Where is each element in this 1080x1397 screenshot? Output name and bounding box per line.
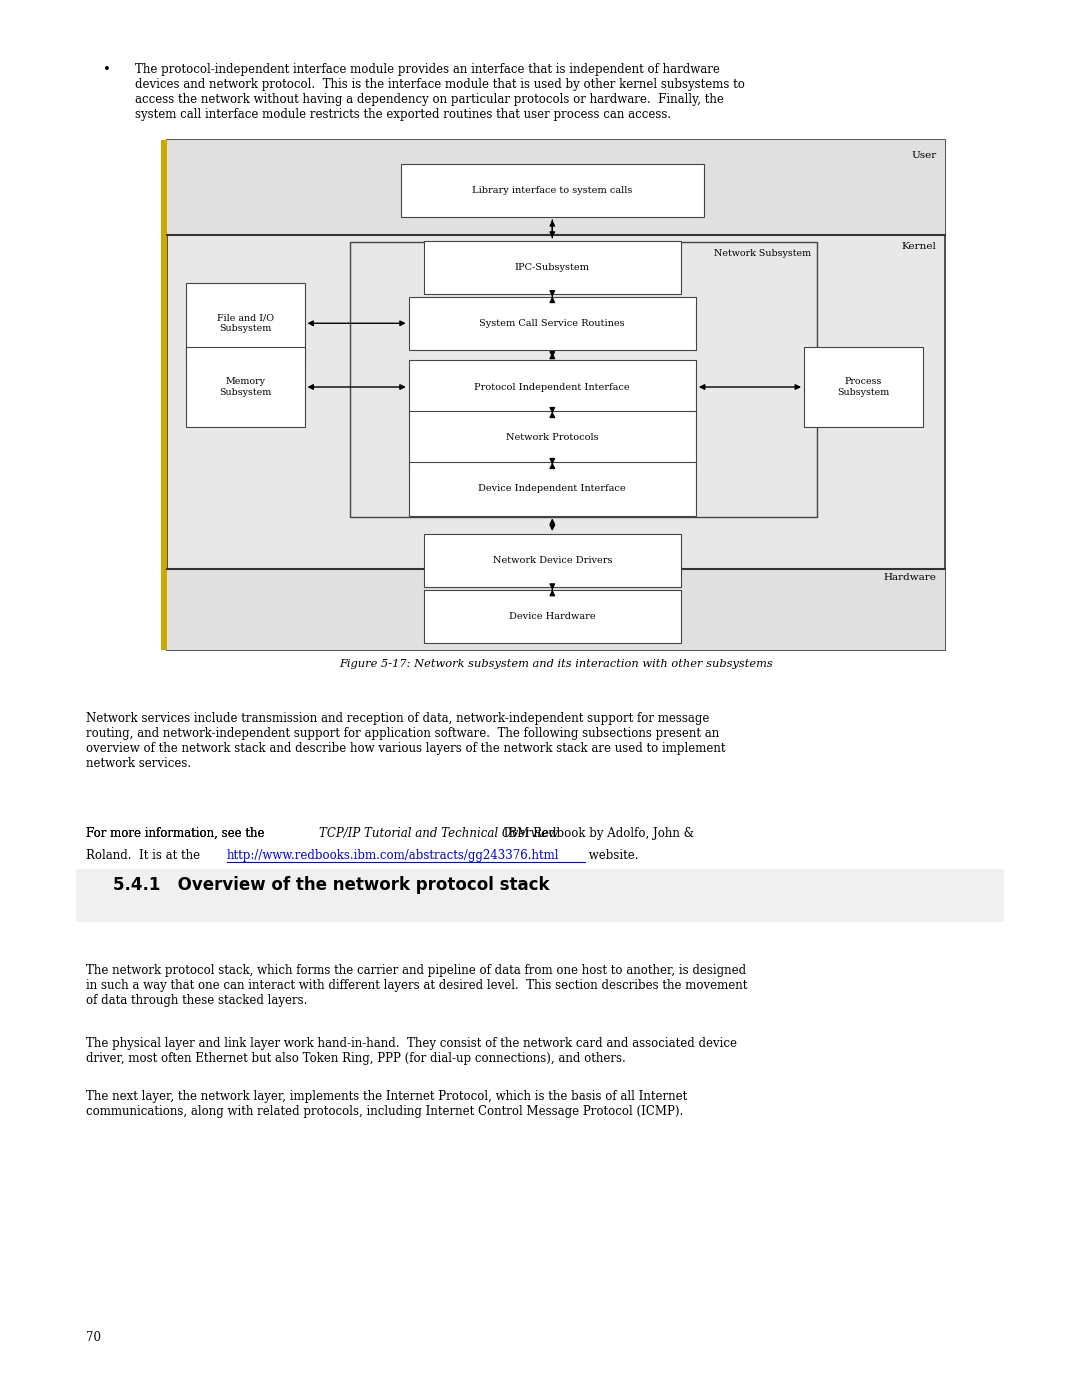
Text: Process
Subsystem: Process Subsystem [837, 377, 890, 397]
FancyBboxPatch shape [350, 242, 816, 517]
Text: Roland.  It is at the: Roland. It is at the [86, 849, 204, 862]
Text: 70: 70 [86, 1331, 102, 1344]
Text: The network protocol stack, which forms the carrier and pipeline of data from on: The network protocol stack, which forms … [86, 964, 747, 1007]
FancyBboxPatch shape [423, 534, 680, 587]
FancyBboxPatch shape [408, 296, 696, 349]
FancyBboxPatch shape [167, 140, 945, 650]
Text: Network Subsystem: Network Subsystem [714, 249, 811, 257]
Text: The physical layer and link layer work hand-in-hand.  They consist of the networ: The physical layer and link layer work h… [86, 1037, 738, 1065]
FancyBboxPatch shape [423, 240, 680, 293]
FancyBboxPatch shape [804, 348, 922, 427]
Text: Device Hardware: Device Hardware [509, 612, 596, 620]
FancyBboxPatch shape [401, 163, 703, 218]
Text: Protocol Independent Interface: Protocol Independent Interface [474, 383, 630, 391]
Text: •: • [103, 63, 110, 75]
FancyBboxPatch shape [186, 348, 305, 427]
Text: website.: website. [585, 849, 639, 862]
Bar [161, 140, 167, 650]
FancyBboxPatch shape [186, 284, 305, 363]
Text: The next layer, the network layer, implements the Internet Protocol, which is th: The next layer, the network layer, imple… [86, 1090, 688, 1118]
FancyBboxPatch shape [408, 412, 696, 465]
Text: Hardware: Hardware [883, 573, 936, 581]
Text: Network Protocols: Network Protocols [507, 433, 598, 443]
Text: Library interface to system calls: Library interface to system calls [472, 186, 633, 196]
Text: System Call Service Routines: System Call Service Routines [480, 319, 625, 328]
Text: Kernel: Kernel [902, 242, 936, 250]
Text: File and I/O
Subsystem: File and I/O Subsystem [217, 313, 273, 332]
FancyBboxPatch shape [408, 360, 696, 414]
Text: For more information, see the: For more information, see the [86, 827, 269, 840]
Text: Figure 5-17: Network subsystem and its interaction with other subsystems: Figure 5-17: Network subsystem and its i… [339, 659, 773, 669]
Bar [167, 569, 945, 650]
Text: Network services include transmission and reception of data, network-independent: Network services include transmission an… [86, 712, 726, 771]
Bar [76, 869, 1004, 922]
Text: 5.4.1   Overview of the network protocol stack: 5.4.1 Overview of the network protocol s… [113, 876, 550, 894]
Text: For more information, see the: For more information, see the [86, 827, 269, 840]
Text: IPC-Subsystem: IPC-Subsystem [515, 263, 590, 271]
Text: http://www.redbooks.ibm.com/abstracts/gg243376.html: http://www.redbooks.ibm.com/abstracts/gg… [227, 849, 559, 862]
Text: TCP/IP Tutorial and Technical Overview: TCP/IP Tutorial and Technical Overview [319, 827, 557, 840]
Text: Device Independent Interface: Device Independent Interface [478, 485, 626, 493]
FancyBboxPatch shape [423, 590, 680, 643]
Text: IBM Redbook by Adolfo, John &: IBM Redbook by Adolfo, John & [500, 827, 694, 840]
Text: User: User [912, 151, 936, 159]
Bar [167, 140, 945, 235]
FancyBboxPatch shape [408, 462, 696, 515]
Text: Memory
Subsystem: Memory Subsystem [219, 377, 271, 397]
Text: The protocol-independent interface module provides an interface that is independ: The protocol-independent interface modul… [135, 63, 745, 122]
Text: Network Device Drivers: Network Device Drivers [492, 556, 612, 564]
